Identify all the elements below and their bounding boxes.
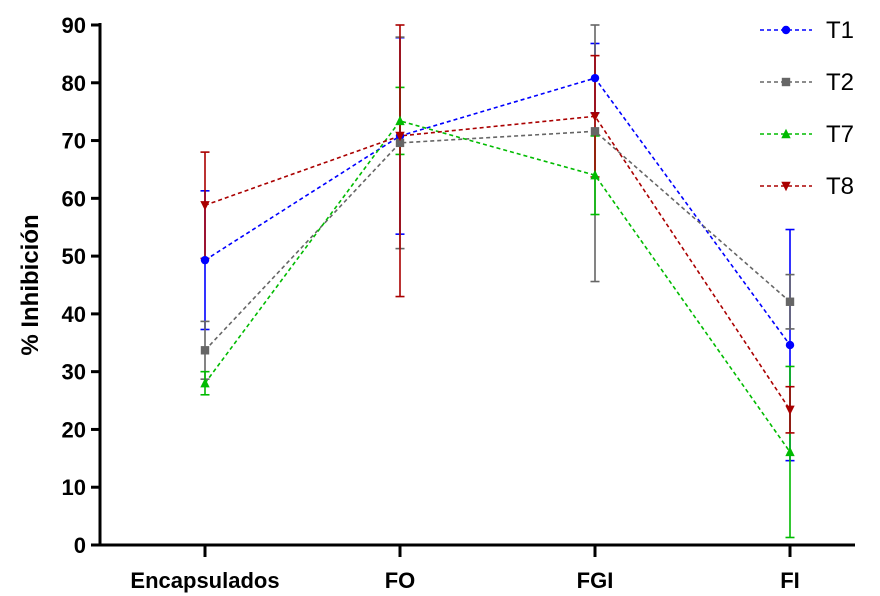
point-T7-Encapsulados bbox=[200, 378, 210, 388]
x-tick-label-FO: FO bbox=[385, 568, 416, 593]
y-tick-label-60: 60 bbox=[62, 186, 86, 211]
point-T7-FI bbox=[785, 446, 795, 457]
legend-marker-T8 bbox=[781, 181, 791, 192]
y-tick-label-10: 10 bbox=[62, 475, 86, 500]
point-T1-Encapsulados bbox=[200, 255, 210, 265]
legend-label-T7: T7 bbox=[826, 121, 854, 148]
legend: T1 T2 T7 T8 bbox=[760, 17, 854, 200]
point-T2-FO bbox=[395, 138, 405, 148]
point-T2-Encapsulados bbox=[200, 346, 210, 355]
error-bar-T8-FO bbox=[395, 24, 405, 298]
series-line-T2 bbox=[204, 130, 791, 351]
x-tick-label-FGI: FGI bbox=[577, 568, 614, 593]
y-axis-title: % Inhibición bbox=[17, 214, 44, 355]
y-tick-label-0: 0 bbox=[74, 533, 86, 558]
point-T8-FGI bbox=[590, 112, 600, 122]
point-T7-FO bbox=[395, 115, 405, 126]
legend-label-T1: T1 bbox=[826, 17, 854, 44]
y-tick-label-40: 40 bbox=[62, 302, 86, 327]
legend-marker-T7 bbox=[781, 128, 791, 139]
y-tick-label-90: 90 bbox=[62, 13, 86, 38]
series-lines bbox=[204, 77, 791, 453]
series-line-T1 bbox=[204, 77, 791, 346]
axes: 0 10 20 30 40 50 60 70 80 90 Encapsulados FO FGI FI bbox=[62, 13, 855, 593]
point-T8-FO bbox=[395, 131, 405, 142]
legend-item-T1: T1 bbox=[760, 17, 854, 44]
x-tick-label-Encapsulados: Encapsulados bbox=[130, 568, 279, 593]
y-tick-label-30: 30 bbox=[62, 360, 86, 385]
y-tick-label-70: 70 bbox=[62, 129, 86, 154]
legend-label-T8: T8 bbox=[826, 173, 854, 200]
point-T1-FGI bbox=[590, 73, 600, 83]
legend-item-T2: T2 bbox=[760, 69, 854, 96]
series-line-T7 bbox=[204, 119, 791, 453]
series-markers bbox=[200, 73, 795, 457]
legend-marker-T2 bbox=[781, 77, 791, 87]
x-tick-label-FI: FI bbox=[780, 568, 800, 593]
legend-label-T2: T2 bbox=[826, 69, 854, 96]
legend-item-T8: T8 bbox=[760, 173, 854, 200]
y-tick-label-50: 50 bbox=[62, 244, 86, 269]
point-T8-Encapsulados bbox=[200, 201, 210, 211]
y-tick-label-80: 80 bbox=[62, 71, 86, 96]
series-line-T8 bbox=[204, 115, 791, 411]
point-T8-FI bbox=[785, 405, 795, 415]
point-T2-FI bbox=[785, 297, 795, 306]
y-tick-label-20: 20 bbox=[62, 417, 86, 442]
legend-item-T7: T7 bbox=[760, 121, 854, 148]
point-T2-FGI bbox=[590, 127, 600, 136]
point-T7-FGI bbox=[590, 170, 600, 180]
point-T1-FI bbox=[785, 340, 795, 350]
error-bars bbox=[200, 24, 795, 539]
legend-marker-T1 bbox=[781, 25, 791, 35]
